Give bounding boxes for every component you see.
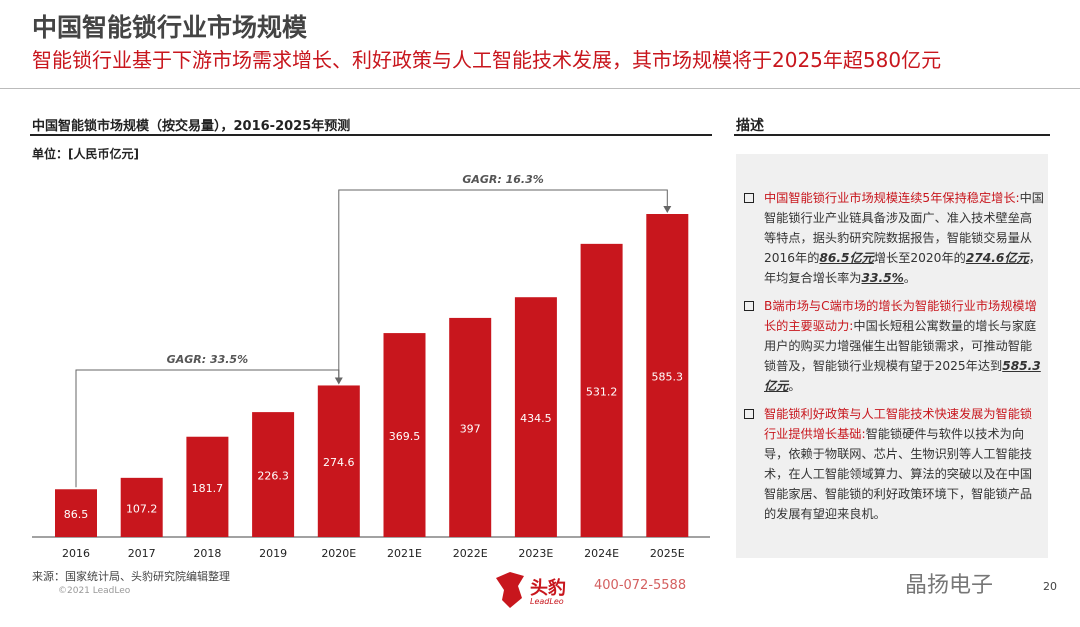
cagr-bracket — [338, 189, 668, 384]
page-title: 中国智能锁行业市场规模 — [32, 13, 308, 42]
divider — [0, 88, 1080, 89]
bar — [186, 436, 229, 537]
description-item: 智能锁利好政策与人工智能技术快速发展为智能锁行业提供增长基础:智能锁硬件与软件以… — [744, 404, 1044, 524]
data-label: 397 — [460, 422, 481, 435]
data-label: 86.5 — [64, 508, 89, 521]
data-label: 226.3 — [257, 470, 289, 483]
checkbox-bullet-icon — [744, 409, 754, 419]
data-label: 107.2 — [126, 502, 158, 515]
tick-label: 2016 — [62, 547, 90, 560]
brand-name-en: LeadLeo — [530, 597, 564, 606]
checkbox-bullet-icon — [744, 301, 754, 311]
chart-title: 中国智能锁市场规模（按交易量），2016-2025年预测 — [32, 119, 351, 134]
cagr-label: GAGR: 16.3% — [462, 173, 543, 186]
bar — [449, 317, 492, 537]
tick-label: 2017 — [128, 547, 156, 560]
tick-label: 2019 — [259, 547, 287, 560]
bar — [383, 333, 426, 537]
bar — [55, 489, 97, 537]
leopard-logo-icon — [496, 572, 524, 608]
brand-name: 头豹 — [530, 578, 566, 599]
data-label: 531.2 — [586, 385, 618, 398]
bar-chart: 86.5 2016 107.2 2017 181.7 2018 226.3 2019 274.6… — [32, 173, 710, 560]
page-subtitle: 智能锁行业基于下游市场需求增长、利好政策与人工智能技术发展，其市场规模将于202… — [32, 48, 942, 72]
description-item: 中国智能锁行业市场规模连续5年保持稳定增长:中国智能锁行业产业链具备涉及面广、准… — [744, 188, 1044, 288]
data-label: 181.7 — [192, 482, 224, 495]
description-body: 。 — [788, 379, 801, 393]
description-body: 中国长短租公寓数量的增长与家庭用户的购买力增强催生出智能锁需求，可推动智能锁普及… — [764, 319, 1037, 373]
description-title: 描述 — [736, 118, 764, 134]
description-text: B端市场与C端市场的增长为智能锁行业市场规模增长的主要驱动力:中国长短租公寓数量… — [764, 296, 1044, 396]
description-panel: 中国智能锁行业市场规模连续5年保持稳定增长:中国智能锁行业产业链具备涉及面广、准… — [736, 154, 1048, 558]
tick-label: 2024E — [584, 547, 619, 560]
description-heading: 智能锁利好政策与人工智能技术快速发展为智能锁行业提供增长基础: — [764, 407, 1033, 441]
description-body: ，年均复合增长率为 — [764, 251, 1041, 285]
chart-unit: 单位：[人民币亿元] — [32, 147, 139, 161]
tick-label: 2022E — [453, 547, 488, 560]
phone-number: 400-072-5588 — [594, 578, 687, 593]
data-label: 369.5 — [389, 430, 421, 443]
description-text: 智能锁利好政策与人工智能技术快速发展为智能锁行业提供增长基础:智能锁硬件与软件以… — [764, 404, 1044, 524]
description-rule — [734, 134, 1050, 136]
arrow-icon — [663, 206, 672, 213]
bar — [317, 385, 360, 537]
data-label: 434.5 — [520, 412, 552, 425]
description-heading: 中国智能锁行业市场规模连续5年保持稳定增长: — [764, 191, 1020, 205]
page-number: 20 — [1043, 580, 1057, 593]
tick-label: 2018 — [193, 547, 221, 560]
description-heading: B端市场与C端市场的增长为智能锁行业市场规模增长的主要驱动力: — [764, 299, 1037, 333]
description-body: 。 — [903, 271, 916, 285]
bar — [646, 214, 689, 537]
cagr-label: GAGR: 33.5% — [167, 353, 248, 366]
description-text: 中国智能锁行业市场规模连续5年保持稳定增长:中国智能锁行业产业链具备涉及面广、准… — [764, 188, 1044, 288]
tick-label: 2020E — [321, 547, 356, 560]
watermark: 晶扬电子 — [905, 573, 994, 598]
highlight-value: 33.5% — [861, 271, 904, 285]
bar — [120, 477, 163, 537]
copyright: ©2021 LeadLeo — [58, 586, 131, 596]
tick-label: 2021E — [387, 547, 422, 560]
highlight-value: 274.6亿元 — [965, 251, 1029, 265]
chart-title-rule — [30, 134, 712, 136]
data-label: 585.3 — [652, 371, 684, 384]
tick-label: 2023E — [518, 547, 553, 560]
description-body: 智能锁硬件与软件以技术为向导，依赖于物联网、芯片、生物识别等人工智能技术，在人工… — [764, 427, 1033, 521]
bar — [252, 412, 295, 537]
highlight-value: 585.3亿元 — [764, 359, 1041, 393]
bar — [514, 297, 557, 537]
tick-label: 2025E — [650, 547, 685, 560]
description-item: B端市场与C端市场的增长为智能锁行业市场规模增长的主要驱动力:中国长短租公寓数量… — [744, 296, 1044, 396]
description-body: 中国智能锁行业产业链具备涉及面广、准入技术壁垒高等特点，据头豹研究院数据报告，智… — [764, 191, 1044, 265]
data-label: 274.6 — [323, 456, 355, 469]
bar — [580, 243, 623, 537]
description-body: 增长至2020年的 — [873, 251, 966, 265]
highlight-value: 86.5亿元 — [819, 251, 874, 265]
checkbox-bullet-icon — [744, 193, 754, 203]
source-note: 来源：国家统计局、头豹研究院编辑整理 — [32, 570, 230, 583]
